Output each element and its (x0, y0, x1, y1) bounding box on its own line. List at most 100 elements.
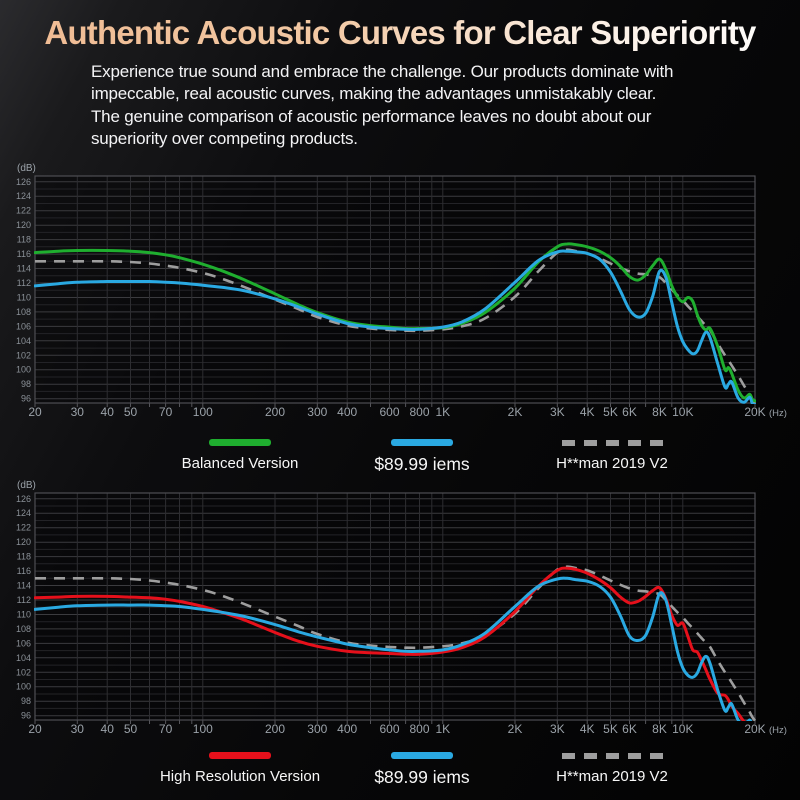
y-tick-label: 104 (16, 336, 31, 346)
x-tick-label: 20 (28, 722, 42, 736)
x-tick-label: 3K (550, 405, 565, 419)
x-axis-unit-label: (Hz) (769, 725, 787, 736)
x-tick-label: 10K (672, 405, 693, 419)
y-tick-label: 96 (21, 394, 31, 404)
x-tick-label: 20K (744, 722, 765, 736)
legend-top: Balanced Version $89.99 iems H**man 2019… (0, 433, 800, 474)
y-tick-label: 100 (16, 365, 31, 375)
x-tick-label: 200 (265, 722, 285, 736)
y-tick-label: 122 (16, 206, 31, 216)
y-tick-label: 100 (16, 682, 31, 692)
x-tick-label: 6K (622, 722, 637, 736)
y-tick-label: 124 (16, 191, 31, 201)
page-title: Authentic Acoustic Curves for Clear Supe… (0, 14, 800, 52)
plot-border (34, 175, 756, 404)
y-tick-label: 120 (16, 220, 31, 230)
legend-label: H**man 2019 V2 (556, 455, 668, 472)
series-curve-h-man-2019-v2 (35, 565, 756, 721)
legend-label: Balanced Version (181, 455, 299, 472)
y-axis-unit-label: (dB) (17, 480, 36, 491)
y-tick-label: 114 (17, 264, 31, 274)
y-tick-label: 118 (17, 552, 31, 562)
y-tick-label: 118 (17, 235, 31, 245)
y-tick-label: 102 (16, 667, 31, 677)
series-group (34, 565, 756, 721)
series-curve--89-99-iems (34, 249, 756, 404)
y-tick-label: 106 (16, 321, 31, 331)
y-tick-label: 120 (16, 537, 31, 547)
y-tick-label: 116 (17, 566, 31, 576)
x-tick-label: 50 (124, 405, 138, 419)
series-curve-balanced-version (34, 242, 756, 403)
legend-item-harman-target: H**man 2019 V2 (502, 746, 722, 786)
x-tick-label: 30 (71, 722, 85, 736)
legend-item-harman-target: H**man 2019 V2 (502, 433, 722, 473)
x-tick-label: 800 (409, 722, 429, 736)
legend-item-competitor-iems: $89.99 iems (312, 746, 532, 786)
x-tick-label: 4K (580, 722, 595, 736)
y-tick-label: 126 (16, 177, 31, 187)
frequency-response-chart-top: 126 124 122 120 118 116 114 112 110 108 106 104 102 1… (16, 163, 787, 419)
x-tick-label: 200 (265, 405, 285, 419)
legend-bottom: High Resolution Version $89.99 iems H**m… (0, 746, 800, 786)
x-tick-label: 300 (307, 405, 327, 419)
y-tick-label: 124 (16, 508, 31, 518)
legend-swatch-gray-dashed-line (561, 440, 663, 446)
x-tick-label: 600 (379, 722, 399, 736)
legend-swatch-red-line (209, 752, 271, 759)
y-tick-label: 112 (17, 595, 31, 605)
y-tick-label: 96 (21, 711, 31, 721)
x-tick-label: 70 (159, 722, 173, 736)
legend-swatch-green-line (209, 439, 271, 446)
x-tick-label: 20K (744, 405, 765, 419)
x-tick-label: 1K (435, 405, 450, 419)
x-tick-label: 30 (71, 405, 85, 419)
legend-label: $89.99 iems (374, 454, 470, 474)
x-tick-label: 300 (307, 722, 327, 736)
x-tick-label: 50 (124, 722, 138, 736)
x-tick-label: 40 (101, 405, 115, 419)
y-axis-unit-label: (dB) (17, 163, 36, 174)
x-tick-label: 4K (580, 405, 595, 419)
x-tick-label: 70 (159, 405, 173, 419)
x-tick-label: 20 (28, 405, 42, 419)
x-tick-label: 400 (337, 722, 357, 736)
y-tick-label: 108 (16, 307, 31, 317)
y-tick-label: 98 (21, 696, 31, 706)
x-tick-label: 600 (379, 405, 399, 419)
plot-border (34, 492, 756, 721)
x-tick-label: 8K (652, 405, 667, 419)
legend-label: High Resolution Version (159, 768, 321, 785)
x-tick-label: 1K (435, 722, 450, 736)
series-curve--89-99-iems (34, 576, 753, 721)
x-tick-label: 6K (622, 405, 637, 419)
y-tick-label: 104 (16, 653, 31, 663)
y-tick-label: 108 (16, 624, 31, 634)
x-tick-label: 2K (508, 722, 523, 736)
y-tick-label: 106 (16, 638, 31, 648)
legend-swatch-blue-line (391, 439, 453, 446)
y-tick-label: 112 (17, 278, 31, 288)
x-tick-label: 100 (193, 722, 213, 736)
y-tick-label: 122 (16, 523, 31, 533)
y-tick-label: 98 (21, 379, 31, 389)
legend-label: $89.99 iems (374, 767, 470, 787)
legend-swatch-blue-line (391, 752, 453, 759)
y-tick-label: 114 (17, 581, 31, 591)
x-tick-label: 40 (101, 722, 115, 736)
description-line: The genuine comparison of acoustic perfo… (91, 106, 652, 126)
x-tick-label: 100 (193, 405, 213, 419)
x-tick-label: 5K (603, 405, 618, 419)
y-tick-label: 102 (16, 350, 31, 360)
legend-swatch-gray-dashed-line (561, 753, 663, 759)
series-group (34, 242, 756, 404)
legend-label: H**man 2019 V2 (556, 768, 668, 785)
legend-item-high-resolution-version: High Resolution Version (130, 746, 350, 786)
plot-background (35, 176, 755, 403)
x-tick-label: 2K (508, 405, 523, 419)
x-tick-label: 10K (672, 722, 693, 736)
frequency-response-chart-bottom: 126 124 122 120 118 116 114 112 110 108 106 104 102 1… (16, 480, 787, 736)
x-tick-label: 800 (409, 405, 429, 419)
page-description: Experience true sound and embrace the ch… (91, 61, 731, 151)
